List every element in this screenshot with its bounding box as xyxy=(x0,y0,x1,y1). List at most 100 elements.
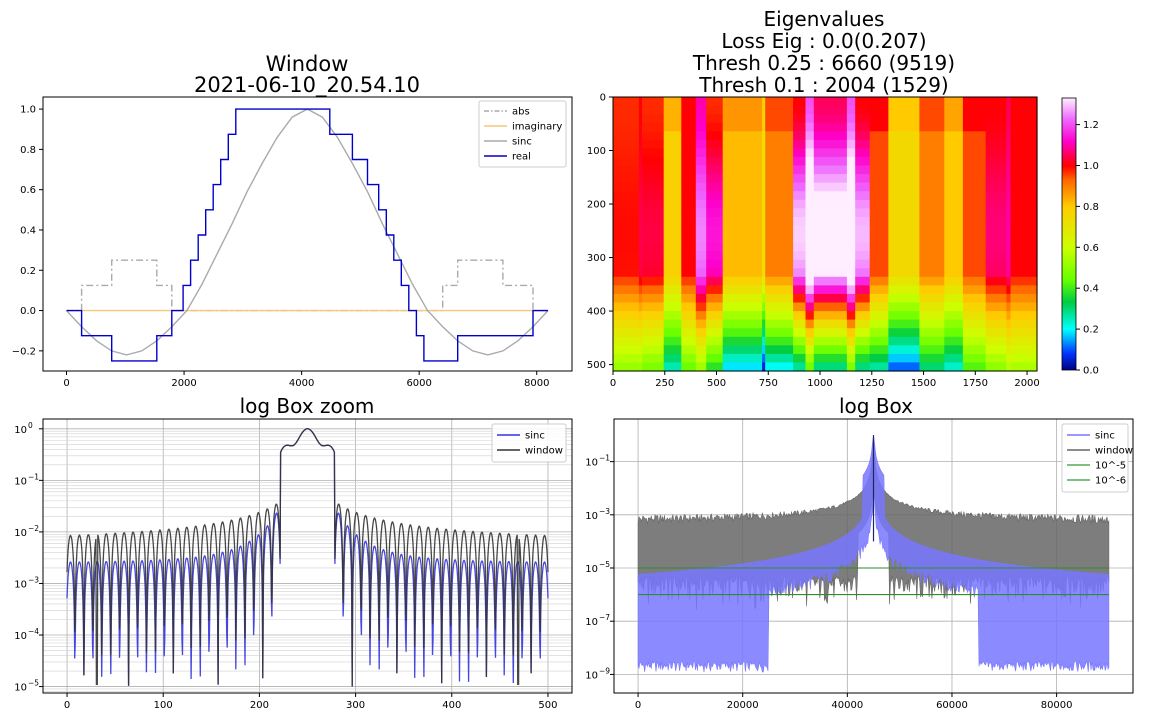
series-sinc xyxy=(637,434,1110,673)
heatmap-cell xyxy=(919,156,945,167)
x-tick-label: 1500 xyxy=(911,378,936,389)
heatmap-cell xyxy=(1010,302,1038,312)
heatmap-cell xyxy=(962,302,987,312)
heatmap-cell xyxy=(762,362,766,372)
heatmap-cell xyxy=(765,208,794,218)
heatmap-cell xyxy=(706,225,724,235)
heatmap-cell xyxy=(681,208,697,218)
x-tick-label: 60000 xyxy=(936,700,968,711)
heatmap-cell xyxy=(805,251,815,261)
heatmap-cell xyxy=(919,336,945,346)
heatmap-cell xyxy=(919,174,945,184)
heatmap-cell xyxy=(765,285,794,295)
heatmap-cell xyxy=(855,345,871,355)
heatmap-cell xyxy=(663,251,682,261)
heatmap-cell xyxy=(962,114,987,124)
heatmap-cell xyxy=(1006,268,1012,278)
heatmap-cell xyxy=(642,293,665,304)
heatmap-cell xyxy=(888,353,921,364)
heatmap-cell xyxy=(869,199,889,209)
title-eig-line4: Thresh 0.1 : 2004 (1529) xyxy=(698,73,948,97)
heatmap-cell xyxy=(1006,156,1012,167)
heatmap-cell xyxy=(722,251,763,261)
heatmap-cell xyxy=(962,174,987,184)
heatmap-cell xyxy=(985,199,1007,209)
heatmap-cell xyxy=(1006,199,1012,209)
heatmap-cell xyxy=(962,139,987,149)
heatmap-cell xyxy=(765,259,794,269)
heatmap-cell xyxy=(869,97,889,107)
heatmap-cell xyxy=(944,259,964,269)
heatmap-cell xyxy=(793,225,807,235)
heatmap-cell xyxy=(613,216,640,227)
heatmap-cell xyxy=(681,336,697,346)
heatmap-cell xyxy=(613,105,640,115)
heatmap-cell xyxy=(765,293,794,304)
heatmap-cell xyxy=(805,156,815,167)
title-log-box: log Box xyxy=(839,394,913,418)
heatmap-cell xyxy=(706,336,724,346)
heatmap-cell xyxy=(985,131,1007,141)
heatmap-cell xyxy=(681,105,697,115)
heatmap-cell xyxy=(793,311,807,321)
heatmap-cell xyxy=(642,362,665,372)
heatmap-cell xyxy=(695,251,707,261)
heatmap-cell xyxy=(846,182,856,192)
x-tick-label: 20000 xyxy=(727,700,759,711)
heatmap-cell xyxy=(762,97,766,107)
heatmap-cell xyxy=(888,105,921,115)
heatmap-cell xyxy=(642,122,665,132)
heatmap-cell xyxy=(919,285,945,295)
heatmap-cell xyxy=(962,362,987,372)
heatmap-cell xyxy=(681,259,697,269)
heatmap-cell xyxy=(681,362,697,372)
heatmap-cell xyxy=(869,285,889,295)
heatmap-cell xyxy=(613,182,640,192)
heatmap-cell xyxy=(762,234,766,244)
heatmap-cell xyxy=(663,234,682,244)
heatmap-cell xyxy=(681,353,697,364)
heatmap-cell xyxy=(613,259,640,269)
heatmap-cell xyxy=(638,319,643,329)
heatmap-cell xyxy=(985,353,1007,364)
heatmap-cell xyxy=(805,148,815,158)
heatmap-cell xyxy=(869,234,889,244)
heatmap-cell xyxy=(846,199,856,209)
x-tick-label: 400 xyxy=(442,700,461,711)
heatmap-cell xyxy=(681,131,697,141)
heatmap-cell xyxy=(869,216,889,227)
heatmap-cell xyxy=(642,191,665,201)
heatmap-cell xyxy=(722,97,763,107)
x-tick-label: 8000 xyxy=(524,378,549,389)
heatmap-cell xyxy=(944,174,964,184)
heatmap-cell xyxy=(855,268,871,278)
y-tick-label: 0.4 xyxy=(20,225,36,236)
heatmap-cell xyxy=(793,208,807,218)
heatmap-cell xyxy=(985,268,1007,278)
heatmap-cell xyxy=(613,345,640,355)
heatmap-cell xyxy=(888,225,921,235)
heatmap-cell xyxy=(944,208,964,218)
heatmap-cell xyxy=(793,105,807,115)
heatmap-cell xyxy=(722,285,763,295)
heatmap-cell xyxy=(813,276,848,286)
heatmap-cell xyxy=(985,328,1007,338)
heatmap-cell xyxy=(681,139,697,149)
heatmap-cell xyxy=(681,268,697,278)
heatmap-cell xyxy=(944,131,964,141)
heatmap-cell xyxy=(846,156,856,167)
heatmap-cell xyxy=(888,199,921,209)
heatmap-cell xyxy=(962,345,987,355)
heatmap-cell xyxy=(813,182,848,192)
colorbar-tick-label: 0.8 xyxy=(1083,202,1099,213)
heatmap-cell xyxy=(985,97,1007,107)
heatmap-cell xyxy=(638,336,643,346)
x-tick-label: 80000 xyxy=(1041,700,1073,711)
heatmap-cell xyxy=(805,199,815,209)
heatmap-cell xyxy=(855,225,871,235)
heatmap-cell xyxy=(919,362,945,372)
heatmap-cell xyxy=(944,353,964,364)
heatmap-cell xyxy=(613,97,640,107)
heatmap-cell xyxy=(1010,251,1038,261)
heatmap-cell xyxy=(762,148,766,158)
